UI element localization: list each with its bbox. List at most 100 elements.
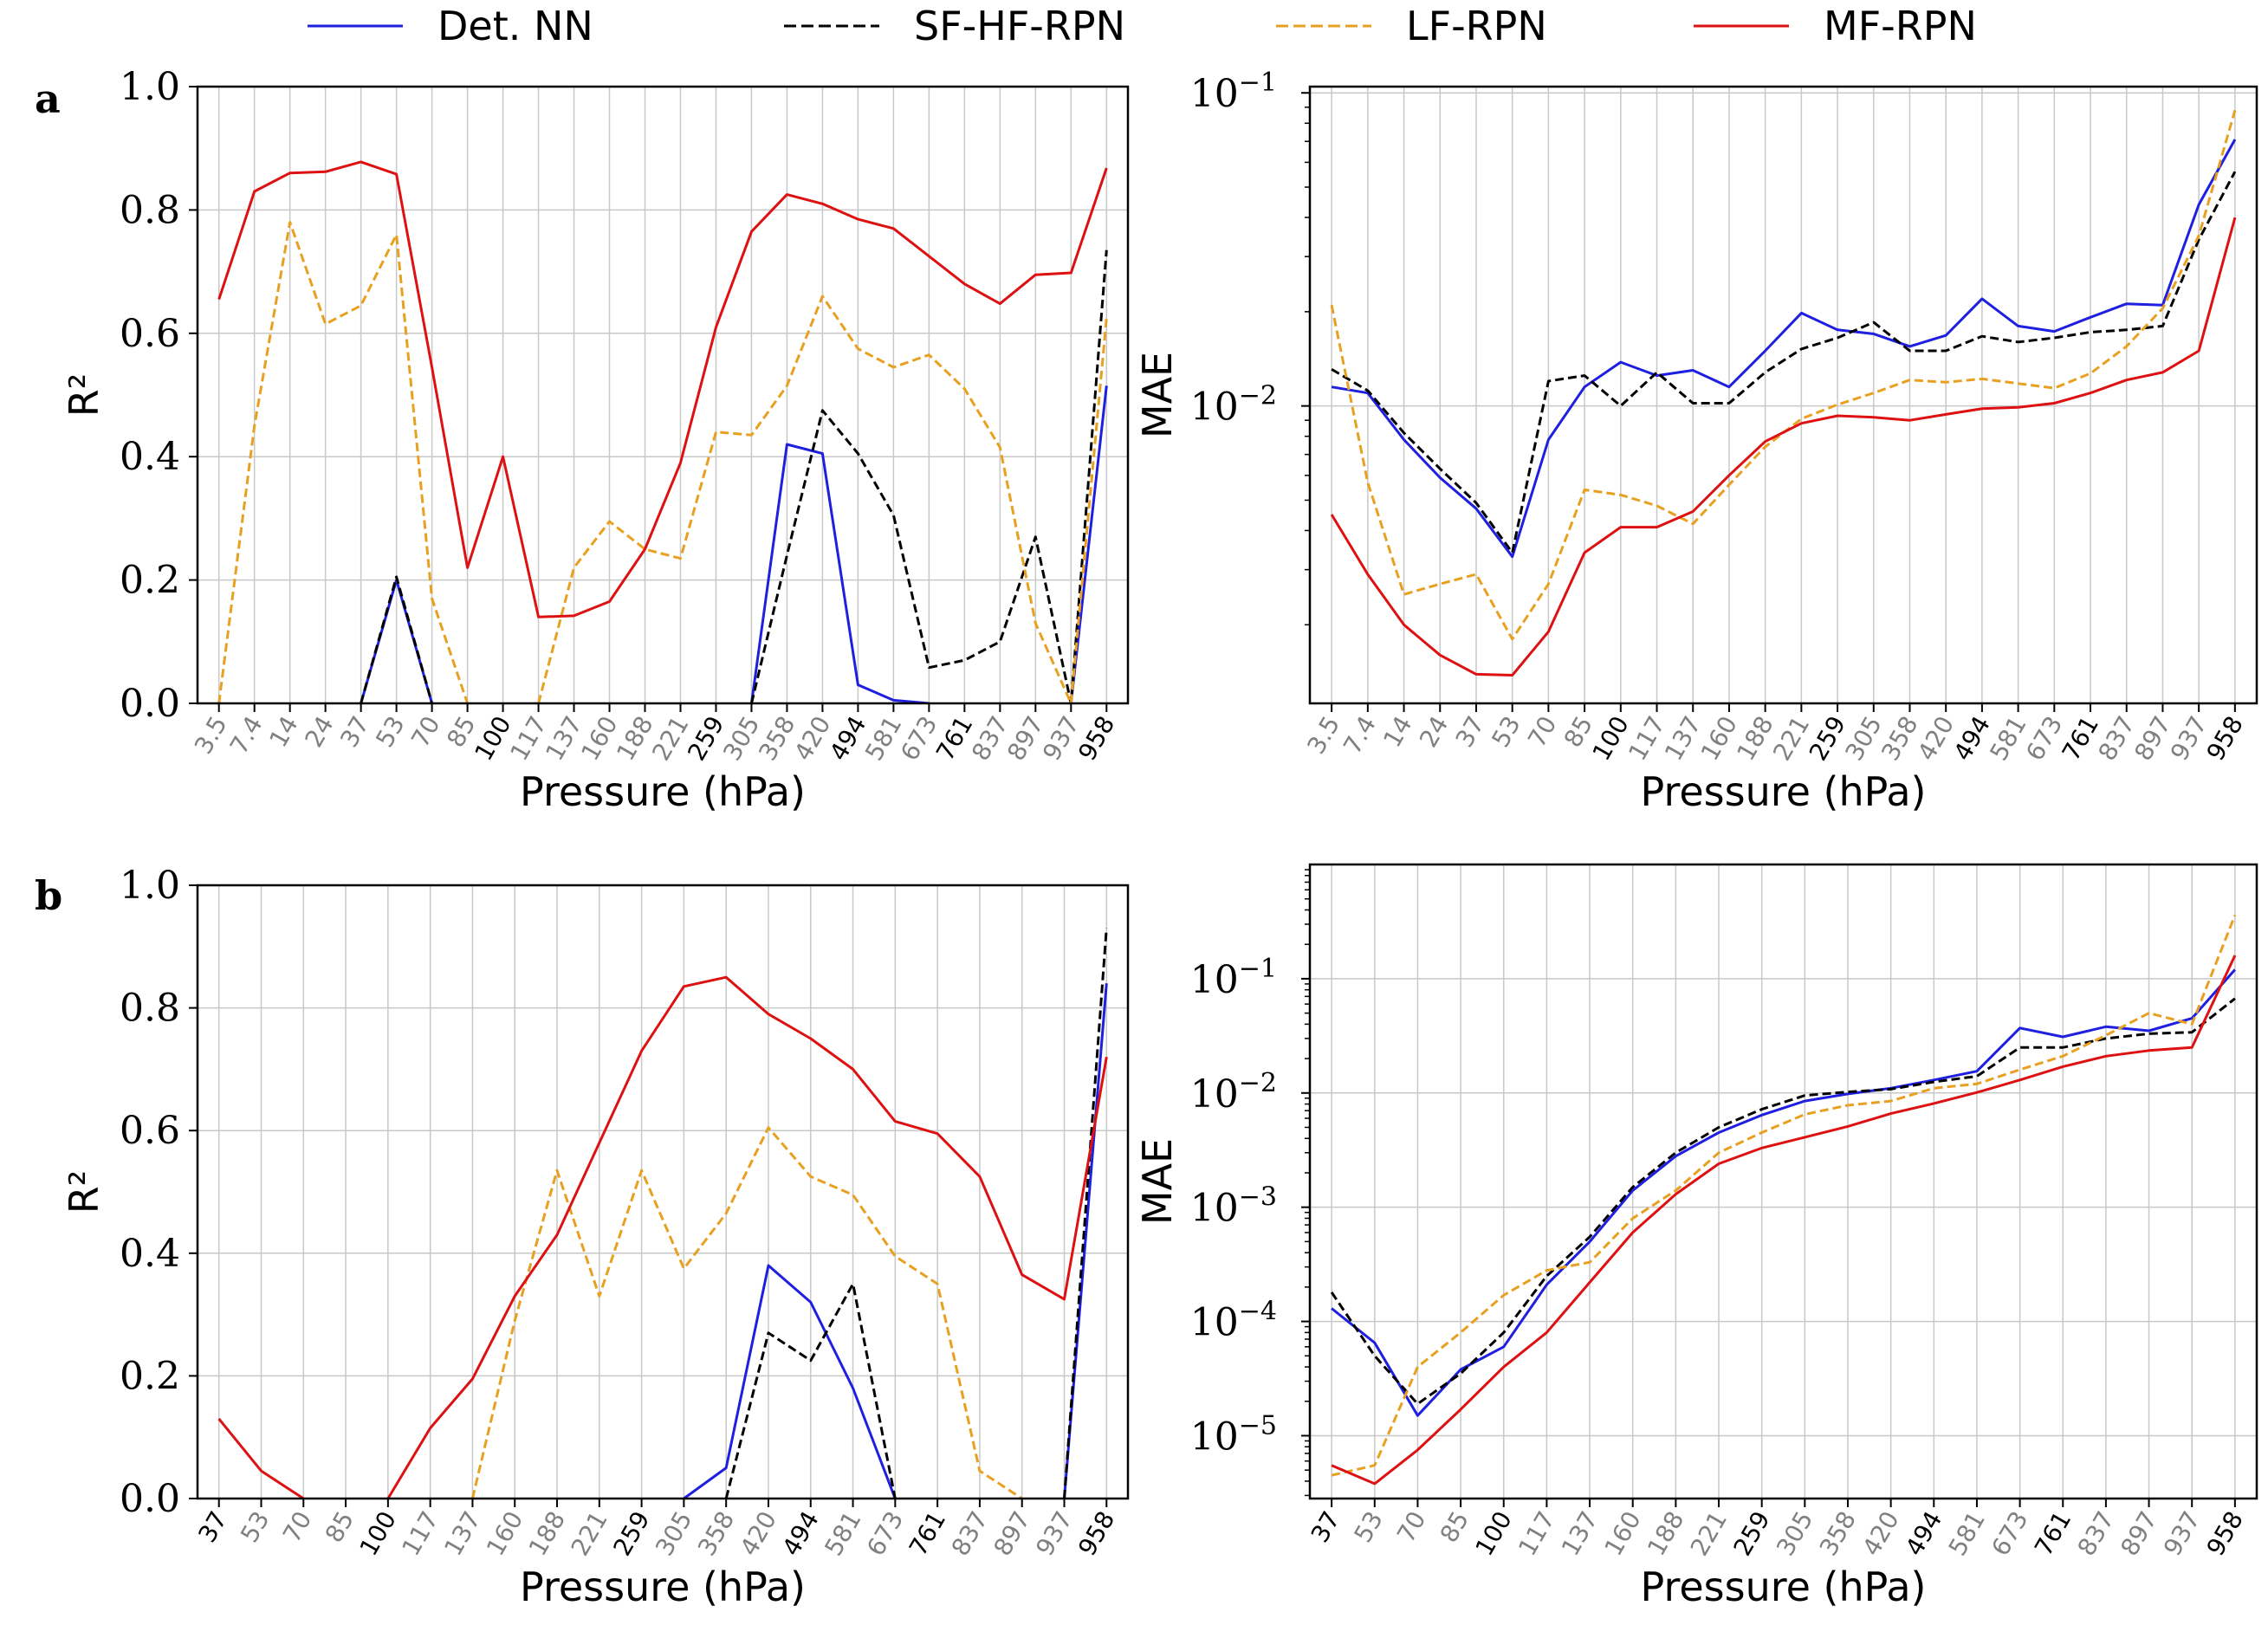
y-tick-label: 0.6 [120, 1109, 180, 1153]
series-line-mf-rpn [217, 1418, 305, 1499]
series-line-sf-hf-rpn [750, 249, 1108, 703]
x-tick-label: 958 [2201, 1506, 2249, 1561]
x-tick-label: 837 [2092, 711, 2140, 766]
chart-r2-b: 0.0 0.2 0.4 0.6 0.8 1.0 37 53 70 8510011713716018… [61, 864, 1130, 1610]
series-line-mf-rpn [1330, 217, 2237, 677]
y-tick-label: 10−1 [1190, 954, 1277, 1002]
x-tick-label: 673 [861, 1506, 909, 1561]
y-axis-label: MAE [1134, 352, 1181, 438]
x-tick-label: 100 [354, 1506, 402, 1561]
series-line-sf-hf-rpn [724, 1282, 897, 1499]
plot-frame [196, 85, 1130, 705]
plot-frame [196, 884, 1130, 1500]
panel-label-a: a [35, 75, 61, 122]
x-tick-label: 937 [2165, 711, 2213, 766]
x-tick-label: 958 [1072, 711, 1120, 766]
x-tick-label: 358 [1814, 1506, 1862, 1561]
x-tick-label: 160 [1598, 1506, 1646, 1561]
series-line-mf-rpn [217, 160, 1108, 618]
x-tick-label: 221 [566, 1506, 613, 1561]
x-tick-label: 305 [1840, 711, 1888, 766]
x-tick-label: 117 [396, 1506, 444, 1561]
y-tick-label: 0.4 [120, 1232, 180, 1276]
x-tick-label: 581 [1943, 1506, 1991, 1561]
x-tick-label: 37 [192, 1506, 232, 1547]
x-tick-label: 259 [1727, 1506, 1775, 1561]
series-line-mf-rpn [1331, 955, 2237, 1486]
x-tick-label: 117 [1623, 711, 1670, 766]
x-tick-label: 358 [1876, 711, 1923, 766]
y-tick-label: 10−1 [1190, 68, 1277, 116]
x-tick-label: 221 [646, 711, 694, 766]
x-tick-label: 188 [523, 1506, 571, 1561]
x-tick-label: 53 [235, 1506, 275, 1547]
x-tick-label: 7.4 [224, 711, 269, 759]
chart-r2-a: 0.00.20.40.60.81.03.57.41424375370851001… [61, 65, 1130, 815]
x-tick-label: 221 [1767, 711, 1815, 766]
y-axis-label: MAE [1134, 1138, 1181, 1225]
y-axis-label: R² [61, 1170, 107, 1214]
legend: Det. NN SF-HF-RPN LF-RPN MF-RPN [308, 3, 1977, 49]
x-tick-label: 24 [299, 711, 339, 752]
y-tick-label: 1.0 [120, 864, 180, 908]
series-line-lf-rpn [537, 295, 1108, 703]
y-tick-label: 0.2 [120, 559, 180, 603]
plot-frame [1308, 863, 2258, 1500]
x-tick-label: 937 [1037, 711, 1085, 766]
x-tick-label: 494 [777, 1506, 825, 1561]
legend-label-sf-hf-rpn: SF-HF-RPN [914, 3, 1125, 49]
x-tick-label: 305 [717, 711, 765, 766]
x-tick-label: 761 [2057, 711, 2104, 766]
plot-frame [1308, 85, 2258, 705]
x-tick-label: 837 [2072, 1506, 2120, 1561]
chart-mae-a: 10−110−23.57.414243753708510011713716018… [1134, 68, 2258, 815]
x-tick-label: 188 [1642, 1506, 1689, 1561]
x-tick-label: 137 [540, 711, 587, 766]
y-tick-label: 10−2 [1190, 381, 1277, 430]
series-line-det-nn [1331, 968, 2237, 1417]
x-tick-label: 358 [692, 1506, 740, 1561]
x-tick-label: 53 [370, 711, 410, 752]
x-tick-label: 581 [859, 711, 907, 766]
x-tick-label: 37 [334, 711, 374, 752]
x-tick-label: 420 [1912, 711, 1960, 766]
x-tick-label: 958 [2201, 711, 2249, 766]
y-tick-label: 0.6 [120, 312, 180, 356]
x-tick-label: 494 [824, 711, 872, 766]
x-tick-label: 761 [904, 1506, 951, 1561]
x-tick-label: 581 [819, 1506, 866, 1561]
y-axis-label: R² [61, 373, 107, 417]
y-tick-label: 0.8 [120, 987, 180, 1031]
x-tick-label: 70 [1391, 1506, 1431, 1547]
x-tick-label: 937 [1030, 1506, 1078, 1561]
x-tick-label: 259 [607, 1506, 655, 1561]
series-line-sf-hf-rpn [1330, 997, 2236, 1406]
x-tick-label: 7.4 [1338, 711, 1382, 759]
x-tick-label: 53 [1486, 711, 1526, 752]
x-tick-label: 160 [481, 1506, 528, 1561]
y-tick-label: 10−3 [1190, 1182, 1277, 1231]
x-tick-label: 305 [1771, 1506, 1818, 1561]
x-tick-label: 837 [966, 711, 1014, 766]
x-tick-label: 85 [320, 1506, 360, 1547]
x-tick-label: 188 [1731, 711, 1779, 766]
x-tick-label: 837 [946, 1506, 994, 1561]
legend-label-lf-rpn: LF-RPN [1406, 3, 1547, 49]
series-line-det-nn [1063, 983, 1108, 1499]
x-tick-label: 37 [1306, 1506, 1345, 1547]
x-tick-label: 420 [1857, 1506, 1904, 1561]
series-line-det-nn [683, 1264, 897, 1499]
x-tick-label: 53 [1348, 1506, 1388, 1547]
x-axis-label: Pressure (hPa) [1641, 768, 1927, 815]
x-tick-label: 188 [611, 711, 658, 766]
x-tick-label: 14 [263, 711, 303, 752]
series-line-lf-rpn [1330, 109, 2237, 641]
x-tick-label: 3.5 [189, 711, 233, 759]
y-tick-label: 10−4 [1190, 1297, 1277, 1345]
y-tick-label: 0.2 [120, 1354, 180, 1398]
x-tick-label: 420 [735, 1506, 782, 1561]
x-axis-label: Pressure (hPa) [520, 1563, 806, 1610]
x-tick-label: 958 [1072, 1506, 1120, 1561]
y-tick-label: 0.0 [120, 682, 180, 726]
x-tick-label: 137 [1556, 1506, 1604, 1561]
